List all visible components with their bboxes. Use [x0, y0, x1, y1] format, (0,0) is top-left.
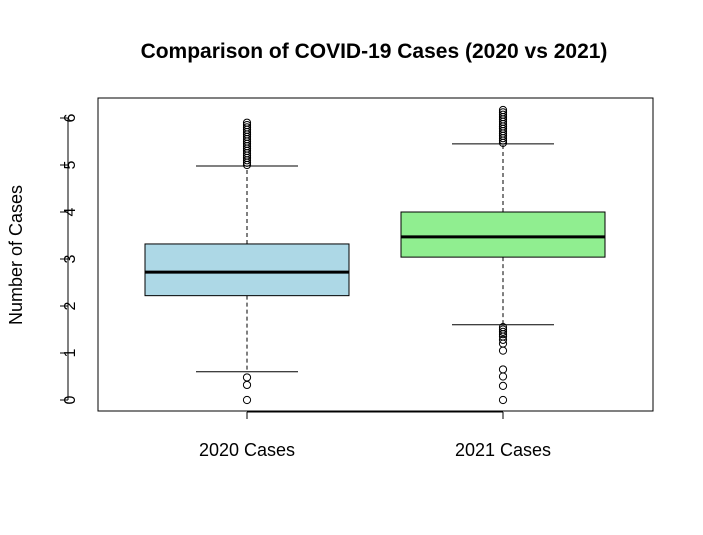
- outlier-point: [242, 120, 252, 130]
- outlier-point: [242, 380, 252, 390]
- outlier-point: [242, 118, 252, 127]
- box-group: [144, 118, 350, 405]
- outlier-point: [498, 323, 508, 332]
- box-series: [144, 105, 606, 405]
- outlier-point: [498, 327, 508, 336]
- y-tick-label: 2: [62, 301, 79, 310]
- outlier-point: [498, 105, 508, 115]
- outlier-point: [498, 395, 508, 405]
- outlier-point: [498, 110, 508, 119]
- outlier-point: [498, 372, 508, 381]
- x-tick-label: 2021 Cases: [455, 440, 551, 460]
- box-iqr: [144, 243, 350, 297]
- y-tick-label: 1: [62, 348, 79, 357]
- outlier-point: [242, 373, 252, 382]
- x-tick-label: 2020 Cases: [199, 440, 295, 460]
- chart-title: Comparison of COVID-19 Cases (2020 vs 20…: [141, 40, 608, 63]
- y-tick-label: 0: [62, 395, 79, 404]
- y-tick-label: 4: [62, 207, 79, 216]
- plot-frame: [97, 97, 654, 412]
- y-tick-label: 3: [62, 254, 79, 263]
- outlier-point: [498, 325, 508, 334]
- y-tick-label: 5: [62, 160, 79, 169]
- outlier-point: [498, 108, 508, 117]
- outlier-point: [498, 335, 508, 344]
- outlier-point: [242, 395, 252, 405]
- outlier-point: [498, 346, 508, 355]
- y-axis-label: Number of Cases: [6, 185, 26, 325]
- outlier-point: [498, 365, 508, 374]
- outlier-point: [242, 123, 252, 132]
- x-axis: 2020 Cases 2021 Cases: [199, 411, 551, 460]
- y-tick-label: 6: [62, 113, 79, 122]
- box-iqr: [400, 211, 606, 258]
- y-axis: 0 1 2 3 4 5 6: [60, 113, 79, 404]
- outlier-point: [498, 381, 508, 390]
- box-group: [400, 105, 606, 405]
